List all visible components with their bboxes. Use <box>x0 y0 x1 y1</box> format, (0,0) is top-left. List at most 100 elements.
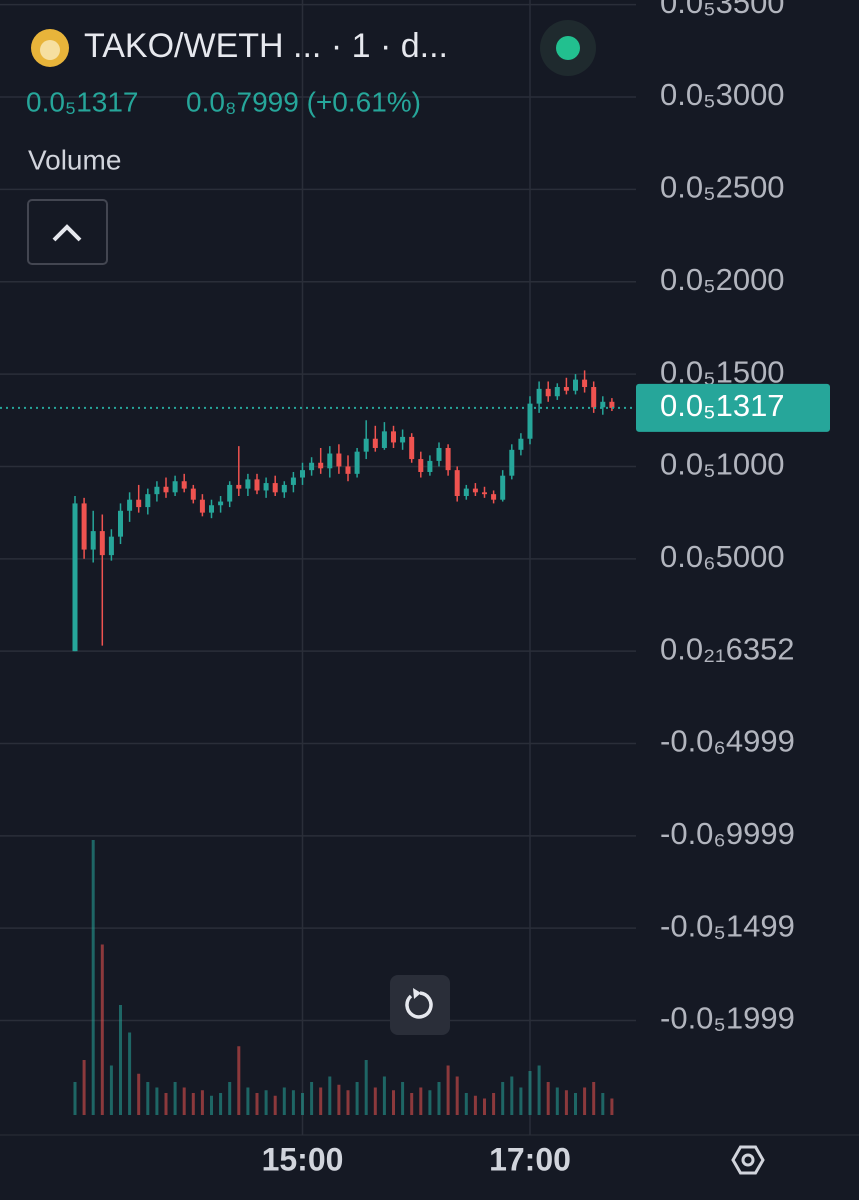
volume-bar <box>173 1082 177 1115</box>
volume-bar <box>246 1087 250 1115</box>
volume-bar <box>264 1090 268 1115</box>
volume-bars <box>73 840 614 1115</box>
volume-bar <box>510 1076 514 1115</box>
candle-body <box>436 447 442 461</box>
volume-bar <box>228 1082 232 1115</box>
candle-body <box>154 486 160 495</box>
candle-body <box>236 484 242 489</box>
volume-bar <box>310 1082 314 1115</box>
volume-bar <box>364 1060 368 1115</box>
candle-body <box>72 503 78 652</box>
y-axis: 0.0₅3500 0.0₅3000 0.0₅2500 0.0₅2000 0.0₅1500… <box>636 0 859 1135</box>
volume-bar <box>164 1093 168 1115</box>
candle-body <box>563 387 569 391</box>
candle-body <box>99 531 105 556</box>
candle-body <box>409 436 415 460</box>
candle-body <box>518 438 524 450</box>
candle-body <box>209 505 214 513</box>
volume-bar <box>564 1090 568 1115</box>
candle-body <box>372 438 378 448</box>
candle-body <box>263 483 269 491</box>
candle-body <box>300 470 305 478</box>
volume-label: Volume <box>28 144 121 175</box>
axis-background <box>636 0 859 1135</box>
candle-body <box>136 499 142 508</box>
collapse-frame[interactable] <box>27 199 108 265</box>
volume-bar <box>119 1005 122 1115</box>
reset-frame[interactable] <box>390 975 450 1035</box>
candle-body <box>245 479 251 489</box>
volume-bar <box>437 1082 441 1115</box>
volume-bar <box>455 1076 459 1115</box>
candle-body <box>472 488 478 493</box>
y-tick-label: -0.0₅1999 <box>660 1001 795 1036</box>
candle-body <box>500 475 506 500</box>
collapse-button[interactable] <box>27 199 108 265</box>
volume-bar <box>528 1071 532 1115</box>
volume-bar <box>574 1093 577 1115</box>
volume-bar <box>128 1032 132 1115</box>
candle-body <box>391 431 396 443</box>
volume-bar <box>483 1098 486 1115</box>
candle-body <box>582 379 588 388</box>
candle-body <box>527 403 533 439</box>
candle-body <box>163 486 169 493</box>
candle-body <box>318 462 324 469</box>
candle-body <box>454 470 460 497</box>
volume-bar <box>555 1087 559 1115</box>
candle-body <box>108 536 114 556</box>
y-tick-label: 0.0₅2500 <box>660 170 785 205</box>
volume-bar <box>601 1093 605 1115</box>
volume-bar <box>100 944 104 1115</box>
settings-hexagon[interactable] <box>731 1145 765 1175</box>
candle-body <box>418 459 424 472</box>
volume-bar <box>146 1082 150 1115</box>
volume-bar <box>273 1095 277 1115</box>
volume-bar <box>328 1076 332 1115</box>
reset-button[interactable] <box>390 975 450 1035</box>
settings-button[interactable] <box>731 1145 765 1175</box>
candle-body <box>145 494 151 508</box>
y-tick-label: 0.0₂₁6352 <box>660 631 795 666</box>
candle-body <box>281 484 287 493</box>
candle-body <box>172 481 178 493</box>
candle-body <box>181 481 187 489</box>
candle-body <box>573 379 578 391</box>
volume-bar <box>583 1087 587 1115</box>
volume-bar <box>191 1093 195 1115</box>
y-tick-label: 0.0₅2000 <box>660 262 785 297</box>
candle-body <box>491 494 497 500</box>
price-change: 0.0₈7999 (+0.61%) <box>186 86 421 117</box>
y-tick-label: 0.0₆5000 <box>660 539 785 574</box>
volume-bar <box>137 1073 141 1115</box>
volume-bar <box>91 840 95 1115</box>
candle-body <box>600 401 606 408</box>
volume-bar <box>501 1082 505 1115</box>
volume-bar <box>419 1087 423 1115</box>
candle-body <box>127 499 133 511</box>
volume-bar <box>382 1076 386 1115</box>
reset-arrowhead <box>413 988 421 999</box>
volume-bar <box>546 1082 550 1115</box>
volume-bar <box>200 1090 204 1115</box>
candle-body <box>354 451 360 474</box>
volume-bar <box>428 1090 432 1115</box>
candle-body <box>591 387 597 408</box>
candle-body <box>445 447 451 471</box>
candle-body <box>118 510 123 537</box>
volume-bar <box>182 1087 186 1115</box>
candle-body <box>336 453 342 467</box>
candle-body <box>463 488 469 497</box>
candle-body <box>327 453 333 469</box>
last-price: 0.0₅1317 <box>26 86 139 117</box>
candle-body <box>554 387 560 397</box>
y-tick-label: 0.0₅1000 <box>660 447 785 482</box>
volume-bar <box>592 1082 596 1115</box>
y-tick-label: -0.0₆4999 <box>660 724 795 759</box>
volume-bar <box>210 1095 213 1115</box>
volume-bar <box>346 1090 350 1115</box>
y-tick-label: -0.0₅1499 <box>660 908 795 943</box>
last-price-badge <box>636 383 830 432</box>
volume-bar <box>355 1082 359 1115</box>
